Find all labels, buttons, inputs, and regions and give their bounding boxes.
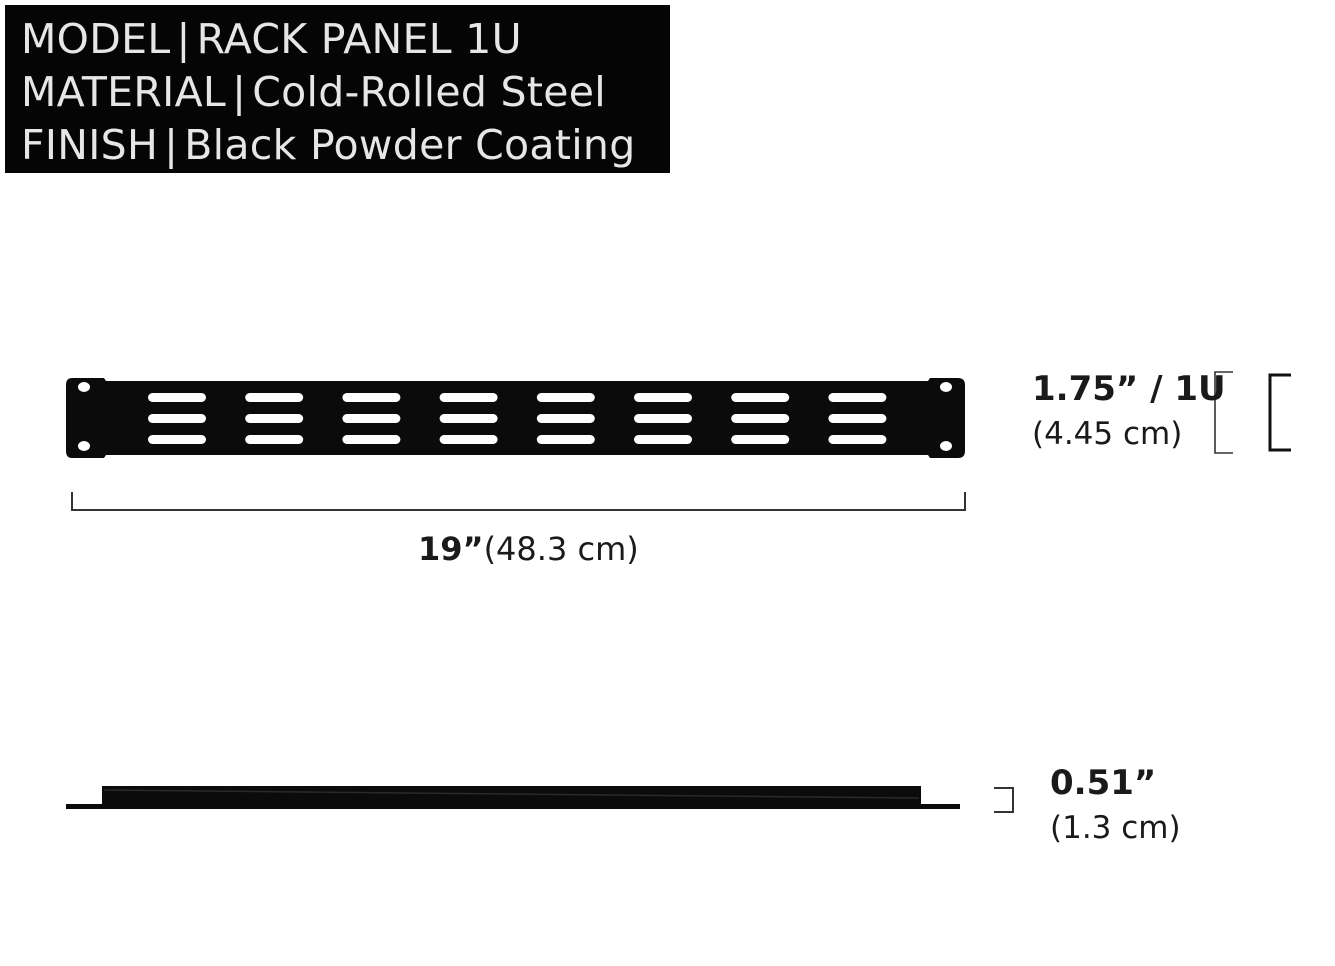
- panel-side-highlight: [103, 789, 920, 799]
- depth-label: 0.51”: [1050, 763, 1157, 803]
- spec-key: MODEL: [21, 15, 171, 63]
- vent-slot: [342, 393, 401, 402]
- height-label: 1.75” / 1U: [1032, 369, 1226, 409]
- vent-slot: [342, 435, 401, 444]
- width-dimension-bracket: [71, 492, 966, 511]
- depth-dimension-bracket: [994, 787, 1014, 813]
- height-metric-label: (4.45 cm): [1032, 416, 1183, 452]
- vent-slot: [731, 393, 790, 402]
- mounting-hole: [940, 441, 952, 451]
- spec-value: RACK PANEL 1U: [196, 15, 522, 63]
- spec-value: Black Powder Coating: [184, 121, 636, 169]
- vent-slot: [634, 435, 692, 444]
- width-label-group: 19”(48.3 cm): [418, 530, 639, 568]
- panel-side-view: [66, 786, 960, 809]
- spec-key: MATERIAL: [21, 68, 227, 116]
- spec-row-material: MATERIAL | Cold-Rolled Steel: [21, 66, 670, 119]
- vent-slots: [148, 393, 887, 444]
- spec-separator: |: [164, 121, 179, 169]
- vent-slot: [148, 393, 206, 402]
- spec-separator: |: [176, 15, 191, 63]
- vent-slot: [439, 414, 498, 423]
- mounting-hole: [78, 441, 90, 451]
- vent-slot: [828, 414, 887, 423]
- vent-slot: [634, 414, 692, 423]
- vent-slot: [731, 414, 790, 423]
- vent-slot: [828, 393, 887, 402]
- spec-row-finish: FINISH | Black Powder Coating: [21, 119, 670, 172]
- spec-row-model: MODEL | RACK PANEL 1U: [21, 13, 670, 66]
- vent-slot: [634, 393, 692, 402]
- mounting-hole: [940, 382, 952, 392]
- vent-slot: [731, 435, 790, 444]
- vent-slot: [342, 414, 401, 423]
- vent-slot: [148, 435, 206, 444]
- depth-metric-label: (1.3 cm): [1050, 810, 1181, 846]
- spec-value: Cold-Rolled Steel: [252, 68, 606, 116]
- vent-slot: [245, 435, 304, 444]
- vent-slot: [536, 393, 595, 402]
- width-label: 19”: [418, 530, 484, 568]
- vent-slot: [245, 393, 304, 402]
- height-dimension-bracket-thin: [1214, 371, 1233, 454]
- mounting-hole: [78, 382, 90, 392]
- width-metric-label: (48.3 cm): [483, 530, 639, 568]
- spec-key: FINISH: [21, 121, 159, 169]
- vent-slot: [536, 414, 595, 423]
- vent-slot: [148, 414, 206, 423]
- panel-front-view: [66, 378, 965, 458]
- vent-slot: [828, 435, 887, 444]
- vent-slot: [439, 393, 498, 402]
- vent-slot: [245, 414, 304, 423]
- spec-label-box: MODEL | RACK PANEL 1U MATERIAL | Cold-Rolled…: [5, 5, 670, 173]
- height-dimension-bracket-thick: [1268, 373, 1291, 452]
- vent-slot: [439, 435, 498, 444]
- vent-slot: [536, 435, 595, 444]
- spec-separator: |: [232, 68, 247, 116]
